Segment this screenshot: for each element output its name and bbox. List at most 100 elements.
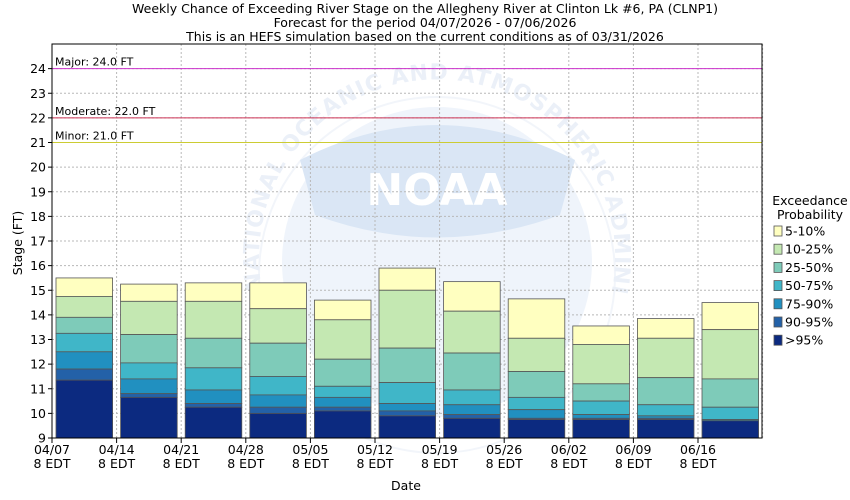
legend-swatch <box>773 280 783 292</box>
legend-swatch <box>773 243 783 255</box>
y-tick-label: 21 <box>30 135 46 150</box>
bar-segment-50-75% <box>55 332 113 353</box>
bar-segment-5-10% <box>313 299 372 321</box>
bar-segment-90-95% <box>378 410 436 417</box>
bar-segment->95% <box>184 406 243 439</box>
y-tick-label: 20 <box>30 160 46 175</box>
y-tick-label: 10 <box>30 406 46 421</box>
bar-segment-25-50% <box>378 347 436 383</box>
y-tick-label: 19 <box>30 184 46 199</box>
y-tick-label: 17 <box>30 234 46 249</box>
bar-segment->95% <box>637 419 695 439</box>
bar-segment-75-90% <box>313 396 372 408</box>
x-tick-date-label: 05/05 <box>292 442 328 457</box>
bar-segment-25-50% <box>55 316 113 334</box>
flood-level-label: Moderate: 22.0 FT <box>55 105 156 118</box>
bar-segment-10-25% <box>443 310 501 354</box>
x-tick-time-label: 8 EDT <box>550 456 587 471</box>
x-tick-date-label: 06/16 <box>680 442 716 457</box>
bar-segment-50-75% <box>443 389 501 406</box>
bar-segment-90-95% <box>443 414 501 419</box>
bar-segment-10-25% <box>637 337 695 379</box>
bar-segment-90-95% <box>120 393 178 398</box>
bar-segment-50-75% <box>701 406 759 420</box>
bar-segment-10-25% <box>313 319 372 360</box>
bar-segment-90-95% <box>55 368 113 381</box>
bar-segment-50-75% <box>507 396 566 411</box>
bar-segment-50-75% <box>637 404 695 417</box>
legend-swatch <box>773 298 783 310</box>
x-tick-date-label: 06/02 <box>551 442 587 457</box>
bar-segment-75-90% <box>378 403 436 412</box>
bar-segment-90-95% <box>249 406 307 414</box>
bar-segment-75-90% <box>120 378 178 395</box>
flood-level-lines: Major: 24.0 FT Moderate: 22.0 FT Minor: 21… <box>52 56 762 143</box>
grid <box>52 44 764 439</box>
bar-segment-50-75% <box>120 362 178 380</box>
bar-segment-75-90% <box>249 394 307 408</box>
bar-segment->95% <box>701 420 759 439</box>
x-tick-date-label: 04/14 <box>99 442 135 457</box>
bar-segment->95% <box>378 415 436 439</box>
bar-segment-75-90% <box>184 389 243 404</box>
legend-label: >95% <box>785 333 823 348</box>
bar-segment-5-10% <box>249 282 307 310</box>
flood-level-label: Major: 24.0 FT <box>55 56 134 69</box>
bar-segment->95% <box>507 419 566 439</box>
bar-segment-25-50% <box>507 371 566 398</box>
x-tick-date-label: 06/09 <box>615 442 651 457</box>
bar-segment-5-10% <box>637 318 695 339</box>
legend-label: 5-10% <box>785 224 825 239</box>
y-tick-label: 9 <box>38 431 46 446</box>
y-tick-label: 16 <box>30 258 46 273</box>
x-tick-time-label: 8 EDT <box>227 456 264 471</box>
bar-segment-25-50% <box>120 334 178 364</box>
bar-segment-5-10% <box>184 282 243 302</box>
bar-segment-10-25% <box>120 300 178 335</box>
y-tick-label: 15 <box>30 283 46 298</box>
y-tick-label: 18 <box>30 209 46 224</box>
x-tick-time-label: 8 EDT <box>486 456 523 471</box>
bar-segment-10-25% <box>507 337 566 372</box>
x-tick-time-label: 8 EDT <box>615 456 652 471</box>
bar-segment-50-75% <box>313 385 372 398</box>
bar-segment-10-25% <box>55 296 113 318</box>
y-tick-label: 13 <box>30 332 46 347</box>
x-axis-label: Date <box>391 478 421 493</box>
bar-segment-5-10% <box>120 283 178 302</box>
bar-segment-5-10% <box>378 267 436 291</box>
bar-segment-50-75% <box>249 376 307 396</box>
bar-segment-5-10% <box>55 277 113 297</box>
bar-segment-10-25% <box>378 289 436 349</box>
x-tick-time-label: 8 EDT <box>163 456 200 471</box>
legend-swatch <box>773 261 783 273</box>
x-tick-time-label: 8 EDT <box>98 456 135 471</box>
bar-segment-90-95% <box>313 406 372 412</box>
x-tick-date-label: 05/26 <box>486 442 522 457</box>
bar-segment-25-50% <box>443 352 501 391</box>
bar-segment-25-50% <box>184 337 243 369</box>
x-tick-date-label: 04/07 <box>34 442 70 457</box>
bar-segment-50-75% <box>378 382 436 404</box>
bar-segment-10-25% <box>572 344 630 385</box>
legend-label: 25-50% <box>785 260 833 275</box>
bar-segment->95% <box>120 396 178 439</box>
x-tick-date-label: 05/12 <box>357 442 393 457</box>
x-tick-time-label: 8 EDT <box>292 456 329 471</box>
bar-segment-25-50% <box>249 342 307 377</box>
y-tick-label: 23 <box>30 86 46 101</box>
y-axis-ticks: 9 10 11 12 13 14 15 16 17 18 19 20 21 22 23 24 <box>30 61 52 446</box>
legend-title-line-2: Probability <box>777 207 844 222</box>
legend-label: 50-75% <box>785 278 833 293</box>
chart-subtitle-simulation: This is an HEFS simulation based on the … <box>185 29 664 44</box>
bar-segment-10-25% <box>184 300 243 339</box>
y-tick-label: 24 <box>30 61 46 76</box>
flood-level-label: Minor: 21.0 FT <box>55 130 134 143</box>
bar-segment->95% <box>313 410 372 439</box>
legend-label: 75-90% <box>785 296 833 311</box>
legend-label: 10-25% <box>785 242 833 257</box>
bar-segment-5-10% <box>701 302 759 331</box>
y-tick-label: 14 <box>30 307 46 322</box>
bar-segment->95% <box>443 417 501 439</box>
